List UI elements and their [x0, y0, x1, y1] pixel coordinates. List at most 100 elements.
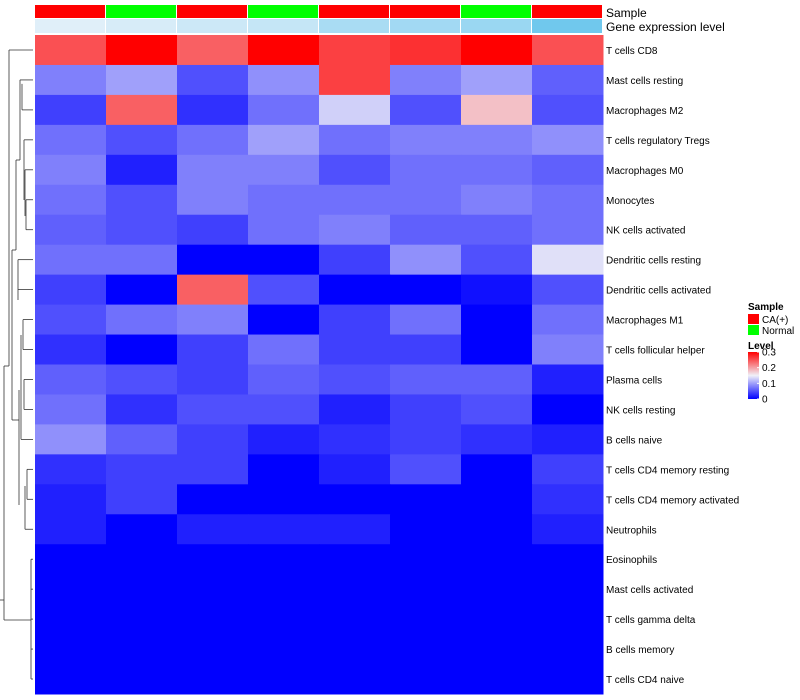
heatmap-cell: [35, 334, 107, 365]
expression-annotation-cell: [390, 19, 460, 33]
row-label: NK cells resting: [606, 405, 675, 416]
heatmap-cell: [35, 304, 107, 336]
heatmap-cell: [532, 394, 604, 425]
heatmap-cell: [248, 304, 320, 336]
sample-legend: Sample CA(+) Normal: [748, 302, 794, 337]
level-legend-tick-label: 0.1: [762, 379, 776, 390]
row-labels: T cells CD8 Mast cells resting Macrophages…: [606, 46, 739, 686]
expression-annotation-cell: [35, 19, 105, 33]
heatmap-cell: [319, 304, 391, 336]
heatmap-cell: [106, 574, 178, 605]
heatmap-cell: [248, 214, 320, 246]
heatmap-cell: [532, 424, 604, 455]
row-dendrogram: [0, 49, 33, 680]
heatmap-cell: [106, 334, 178, 365]
row-label: Macrophages M0: [606, 166, 684, 177]
heatmap-cell: [35, 514, 107, 545]
heatmap-cell: [106, 604, 178, 635]
heatmap-cell: [461, 424, 533, 455]
heatmap-cell: [248, 64, 320, 96]
heatmap-cell: [390, 514, 462, 545]
heatmap-cell: [177, 604, 249, 635]
heatmap-cell: [461, 184, 533, 216]
heatmap-cell: [35, 64, 107, 96]
heatmap-cell: [106, 424, 178, 455]
row-label: Monocytes: [606, 196, 654, 207]
heatmap-cell: [319, 454, 391, 485]
heatmap-cell: [177, 35, 249, 66]
row-label: Plasma cells: [606, 375, 662, 386]
annotation-label-sample: Sample: [606, 6, 647, 20]
heatmap-cell: [106, 304, 178, 336]
heatmap-cell: [106, 544, 178, 575]
heatmap-cell: [248, 484, 320, 515]
heatmap-cell: [35, 574, 107, 605]
heatmap-cell: [461, 604, 533, 635]
heatmap-cell: [177, 514, 249, 545]
heatmap-cell: [461, 154, 533, 186]
heatmap-cell: [248, 574, 320, 605]
level-legend-colorbar: [748, 352, 759, 399]
heatmap-cell: [106, 244, 178, 276]
heatmap-cell: [319, 94, 391, 126]
heatmap-cell: [461, 634, 533, 665]
heatmap-cell: [532, 544, 604, 575]
heatmap-cell: [532, 574, 604, 605]
heatmap-cell: [248, 544, 320, 575]
heatmap-cell: [461, 454, 533, 485]
row-label: T cells CD8: [606, 46, 658, 57]
sample-annotation-cell: [319, 5, 389, 18]
sample-annotation-cell: [35, 5, 105, 18]
heatmap-cell: [177, 334, 249, 365]
heatmap-cell: [177, 304, 249, 336]
heatmap-cell: [106, 664, 178, 695]
heatmap-cell: [532, 634, 604, 665]
heatmap-cell: [248, 124, 320, 156]
heatmap-cell: [532, 484, 604, 515]
heatmap-cell: [35, 124, 107, 156]
heatmap-cell: [390, 454, 462, 485]
sample-legend-title: Sample: [748, 302, 784, 313]
row-label: NK cells activated: [606, 226, 685, 237]
heatmap-cell: [390, 214, 462, 246]
column-annotations: [35, 5, 602, 33]
heatmap-cell: [461, 394, 533, 425]
heatmap-cell: [177, 484, 249, 515]
row-label: B cells memory: [606, 645, 674, 656]
heatmap-cell: [532, 64, 604, 96]
heatmap-cell: [106, 64, 178, 96]
annotation-label-gene-expression: Gene expression level: [606, 20, 725, 34]
heatmap-cell: [319, 394, 391, 425]
heatmap-cell: [106, 454, 178, 485]
heatmap-cell: [106, 514, 178, 545]
heatmap-cell: [248, 184, 320, 216]
heatmap-cell: [390, 604, 462, 635]
heatmap-cell: [532, 94, 604, 126]
heatmap-cell: [532, 214, 604, 246]
heatmap-cell: [248, 634, 320, 665]
heatmap-cell: [390, 664, 462, 695]
heatmap-cell: [106, 124, 178, 156]
heatmap-cell: [106, 364, 178, 395]
heatmap-cell: [461, 514, 533, 545]
heatmap-cell: [177, 154, 249, 186]
heatmap-cell: [390, 394, 462, 425]
heatmap-cell: [177, 634, 249, 665]
heatmap-cell: [390, 424, 462, 455]
row-label: T cells CD4 memory activated: [606, 495, 739, 506]
expression-annotation-cell: [319, 19, 389, 33]
heatmap-cell: [177, 184, 249, 216]
heatmap-cell: [177, 394, 249, 425]
heatmap-cell: [177, 214, 249, 246]
expression-annotation-cell: [177, 19, 247, 33]
heatmap-cell: [106, 184, 178, 216]
heatmap-cell: [319, 544, 391, 575]
heatmap-cell: [319, 634, 391, 665]
heatmap-cell: [319, 604, 391, 635]
sample-annotation-cell: [177, 5, 247, 18]
heatmap-cell: [532, 514, 604, 545]
sample-annotation-cell: [390, 5, 460, 18]
heatmap-cell: [248, 244, 320, 276]
heatmap-cell: [532, 274, 604, 306]
sample-legend-swatch-normal: [748, 325, 759, 335]
